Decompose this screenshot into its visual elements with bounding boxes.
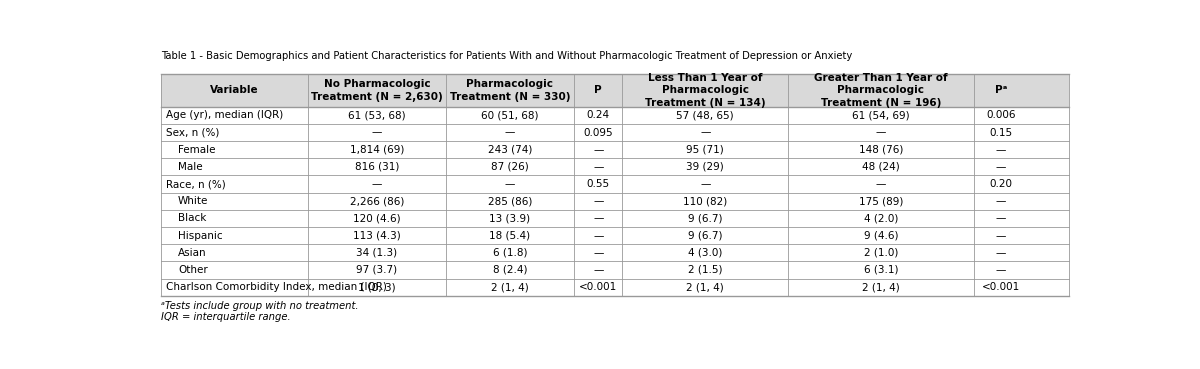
Text: —: — <box>996 162 1006 172</box>
Bar <box>161 261 1069 279</box>
Text: —: — <box>372 179 382 189</box>
Text: 2 (1, 4): 2 (1, 4) <box>686 282 724 292</box>
Text: 61 (54, 69): 61 (54, 69) <box>852 110 910 120</box>
Text: Hispanic: Hispanic <box>178 231 222 241</box>
Text: Race, n (%): Race, n (%) <box>166 179 226 189</box>
Text: 0.15: 0.15 <box>989 128 1013 138</box>
Bar <box>161 158 1069 176</box>
Text: —: — <box>593 231 604 241</box>
Bar <box>161 193 1069 210</box>
Text: 87 (26): 87 (26) <box>491 162 529 172</box>
Text: —: — <box>593 162 604 172</box>
Text: —: — <box>372 128 382 138</box>
Text: 2,266 (86): 2,266 (86) <box>349 196 404 206</box>
Text: P: P <box>594 86 602 96</box>
Text: —: — <box>700 179 710 189</box>
Text: —: — <box>593 213 604 224</box>
Text: 120 (4.6): 120 (4.6) <box>353 213 401 224</box>
Text: —: — <box>996 265 1006 275</box>
Text: 6 (3.1): 6 (3.1) <box>864 265 899 275</box>
Text: —: — <box>593 265 604 275</box>
Bar <box>161 244 1069 261</box>
Text: Greater Than 1 Year of
Pharmacologic
Treatment (N = 196): Greater Than 1 Year of Pharmacologic Tre… <box>814 73 948 108</box>
Text: Table 1 - Basic Demographics and Patient Characteristics for Patients With and W: Table 1 - Basic Demographics and Patient… <box>161 51 852 61</box>
Bar <box>161 279 1069 296</box>
Text: 113 (4.3): 113 (4.3) <box>353 231 401 241</box>
Bar <box>161 107 1069 124</box>
Text: Pharmacologic
Treatment (N = 330): Pharmacologic Treatment (N = 330) <box>450 79 570 101</box>
Text: 110 (82): 110 (82) <box>683 196 727 206</box>
Bar <box>161 227 1069 244</box>
Text: —: — <box>996 196 1006 206</box>
Text: 0.095: 0.095 <box>583 128 613 138</box>
Text: White: White <box>178 196 209 206</box>
Text: 95 (71): 95 (71) <box>686 145 724 155</box>
Text: —: — <box>996 213 1006 224</box>
Text: Asian: Asian <box>178 248 206 258</box>
Text: 285 (86): 285 (86) <box>487 196 532 206</box>
Text: 1 (0, 3): 1 (0, 3) <box>358 282 396 292</box>
Text: Black: Black <box>178 213 206 224</box>
Text: Less Than 1 Year of
Pharmacologic
Treatment (N = 134): Less Than 1 Year of Pharmacologic Treatm… <box>644 73 766 108</box>
Text: 4 (2.0): 4 (2.0) <box>864 213 898 224</box>
Text: Female: Female <box>178 145 216 155</box>
Text: 9 (6.7): 9 (6.7) <box>688 213 722 224</box>
Text: Charlson Comorbidity Index, median (IQR): Charlson Comorbidity Index, median (IQR) <box>166 282 386 292</box>
Text: —: — <box>996 145 1006 155</box>
Text: 2 (1, 4): 2 (1, 4) <box>862 282 900 292</box>
Text: 2 (1, 4): 2 (1, 4) <box>491 282 529 292</box>
Bar <box>161 74 1069 107</box>
Text: 0.55: 0.55 <box>587 179 610 189</box>
Text: ᵃTests include group with no treatment.: ᵃTests include group with no treatment. <box>161 301 359 311</box>
Text: 0.24: 0.24 <box>587 110 610 120</box>
Text: 816 (31): 816 (31) <box>355 162 400 172</box>
Text: —: — <box>876 179 886 189</box>
Text: 148 (76): 148 (76) <box>859 145 904 155</box>
Text: 1,814 (69): 1,814 (69) <box>349 145 404 155</box>
Text: —: — <box>876 128 886 138</box>
Text: Variable: Variable <box>210 86 259 96</box>
Text: —: — <box>593 145 604 155</box>
Text: Sex, n (%): Sex, n (%) <box>166 128 220 138</box>
Text: —: — <box>700 128 710 138</box>
Text: 6 (1.8): 6 (1.8) <box>493 248 527 258</box>
Text: —: — <box>505 128 515 138</box>
Text: 34 (1.3): 34 (1.3) <box>356 248 397 258</box>
Text: <0.001: <0.001 <box>580 282 617 292</box>
Bar <box>161 124 1069 141</box>
Text: 2 (1.5): 2 (1.5) <box>688 265 722 275</box>
Text: 8 (2.4): 8 (2.4) <box>493 265 527 275</box>
Text: 97 (3.7): 97 (3.7) <box>356 265 397 275</box>
Text: 9 (4.6): 9 (4.6) <box>864 231 899 241</box>
Text: 9 (6.7): 9 (6.7) <box>688 231 722 241</box>
Bar <box>161 176 1069 193</box>
Text: 243 (74): 243 (74) <box>487 145 532 155</box>
Text: 0.20: 0.20 <box>990 179 1013 189</box>
Text: 175 (89): 175 (89) <box>859 196 904 206</box>
Text: 60 (51, 68): 60 (51, 68) <box>481 110 539 120</box>
Text: 2 (1.0): 2 (1.0) <box>864 248 898 258</box>
Text: 4 (3.0): 4 (3.0) <box>688 248 722 258</box>
Text: 0.006: 0.006 <box>986 110 1015 120</box>
Text: No Pharmacologic
Treatment (N = 2,630): No Pharmacologic Treatment (N = 2,630) <box>311 79 443 101</box>
Text: <0.001: <0.001 <box>982 282 1020 292</box>
Text: IQR = interquartile range.: IQR = interquartile range. <box>161 312 290 322</box>
Text: 39 (29): 39 (29) <box>686 162 724 172</box>
Text: —: — <box>593 196 604 206</box>
Text: Other: Other <box>178 265 208 275</box>
Text: Age (yr), median (IQR): Age (yr), median (IQR) <box>166 110 283 120</box>
Text: —: — <box>996 248 1006 258</box>
Text: 48 (24): 48 (24) <box>862 162 900 172</box>
Text: 18 (5.4): 18 (5.4) <box>490 231 530 241</box>
Text: 57 (48, 65): 57 (48, 65) <box>677 110 734 120</box>
Text: —: — <box>593 248 604 258</box>
Text: Male: Male <box>178 162 203 172</box>
Bar <box>161 210 1069 227</box>
Text: —: — <box>996 231 1006 241</box>
Text: —: — <box>505 179 515 189</box>
Bar <box>161 141 1069 158</box>
Text: 61 (53, 68): 61 (53, 68) <box>348 110 406 120</box>
Text: Pᵃ: Pᵃ <box>995 86 1007 96</box>
Text: 13 (3.9): 13 (3.9) <box>490 213 530 224</box>
